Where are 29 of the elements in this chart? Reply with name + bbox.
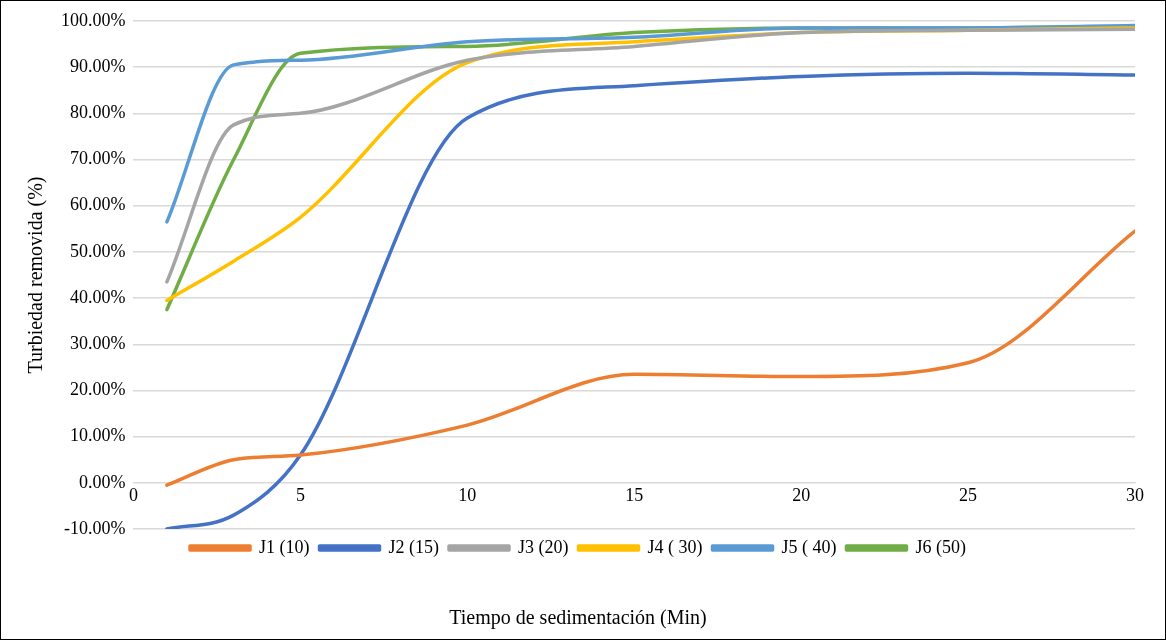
- y-tick-label: 90.00%: [69, 55, 126, 76]
- y-tick-label: 30.00%: [69, 333, 126, 354]
- legend-label: J1 (10): [259, 536, 310, 558]
- x-tick-label: 25: [959, 485, 978, 506]
- x-tick-label: 15: [625, 485, 644, 506]
- legend-label: J6 (50): [915, 536, 966, 558]
- x-tick-label: 0: [128, 485, 138, 506]
- line-series: [165, 23, 1135, 224]
- y-tick-label: 100.00%: [60, 9, 126, 30]
- y-tick-label: 10.00%: [69, 425, 126, 446]
- legend-label: J2 (15): [388, 536, 440, 558]
- y-axis-title: Turbiedad removida (%): [24, 176, 48, 374]
- y-tick-label: 20.00%: [69, 379, 126, 400]
- y-tick-label: -10.00%: [63, 517, 126, 538]
- y-tick-label: 60.00%: [69, 194, 126, 215]
- y-tick-label: 70.00%: [69, 148, 126, 169]
- y-tick-label: 50.00%: [69, 240, 126, 261]
- x-axis-title: Tiempo de sedimentación (Min): [449, 606, 707, 630]
- x-tick-label: 30: [1126, 485, 1144, 506]
- y-tick-label: 40.00%: [69, 286, 126, 307]
- legend-label: J3 (20): [518, 536, 569, 558]
- y-tick-label: 80.00%: [69, 102, 126, 123]
- x-tick-label: 10: [458, 485, 477, 506]
- x-tick-label: 5: [295, 485, 305, 506]
- x-tick-label: 20: [792, 485, 811, 506]
- line-series: [165, 229, 1135, 487]
- legend-label: J4 ( 30): [647, 536, 703, 558]
- y-tick-label: 0.00%: [78, 471, 126, 492]
- legend-label: J5 ( 40): [781, 536, 837, 558]
